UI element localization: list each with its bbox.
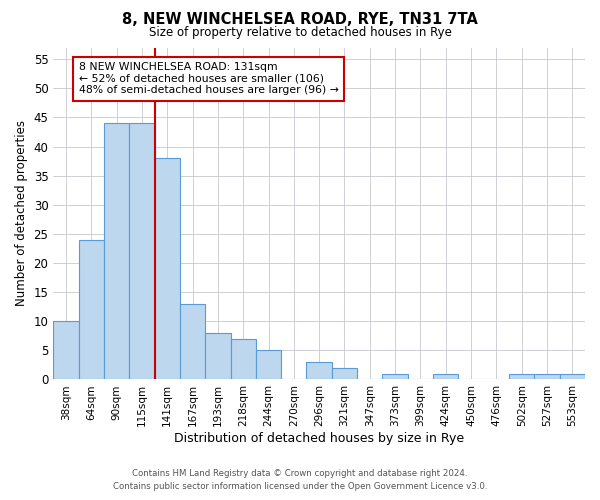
Bar — [256, 350, 281, 380]
Bar — [307, 362, 332, 380]
Y-axis label: Number of detached properties: Number of detached properties — [15, 120, 28, 306]
Bar — [382, 374, 408, 380]
Bar — [129, 123, 155, 380]
Text: 8, NEW WINCHELSEA ROAD, RYE, TN31 7TA: 8, NEW WINCHELSEA ROAD, RYE, TN31 7TA — [122, 12, 478, 28]
Bar — [104, 123, 129, 380]
Bar — [79, 240, 104, 380]
Bar — [509, 374, 535, 380]
Bar — [433, 374, 458, 380]
Bar — [53, 321, 79, 380]
Text: Size of property relative to detached houses in Rye: Size of property relative to detached ho… — [149, 26, 451, 39]
Bar — [535, 374, 560, 380]
Bar — [332, 368, 357, 380]
Bar — [230, 338, 256, 380]
X-axis label: Distribution of detached houses by size in Rye: Distribution of detached houses by size … — [174, 432, 464, 445]
Bar — [205, 333, 230, 380]
Text: Contains HM Land Registry data © Crown copyright and database right 2024.
Contai: Contains HM Land Registry data © Crown c… — [113, 470, 487, 491]
Text: 8 NEW WINCHELSEA ROAD: 131sqm
← 52% of detached houses are smaller (106)
48% of : 8 NEW WINCHELSEA ROAD: 131sqm ← 52% of d… — [79, 62, 338, 96]
Bar — [560, 374, 585, 380]
Bar — [180, 304, 205, 380]
Bar — [155, 158, 180, 380]
